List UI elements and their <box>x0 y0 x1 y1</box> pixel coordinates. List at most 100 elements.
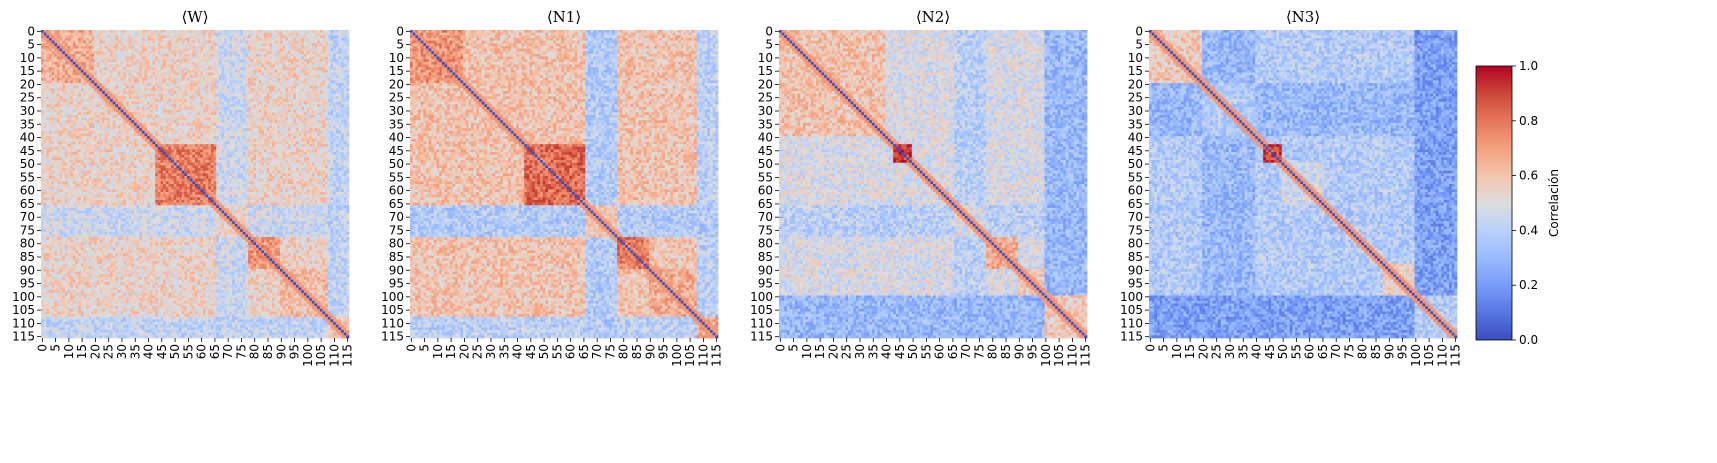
heatmap-cell <box>309 75 312 78</box>
heatmap-cell <box>158 62 161 65</box>
heatmap-cell <box>275 33 278 36</box>
heatmap-cell <box>195 38 198 41</box>
heatmap-cell <box>176 75 179 78</box>
heatmap-cell <box>333 62 336 65</box>
heatmap-cell <box>163 65 166 68</box>
heatmap-cell <box>346 78 349 81</box>
heatmap-cell <box>150 78 153 81</box>
heatmap-cell <box>62 70 65 73</box>
heatmap-cell <box>94 59 97 62</box>
heatmap-cell <box>110 51 113 54</box>
heatmap-cell <box>110 67 113 70</box>
heatmap-cell <box>60 59 63 62</box>
heatmap-cell <box>105 72 108 75</box>
heatmap-cell <box>44 54 47 57</box>
heatmap-cell <box>115 65 118 68</box>
heatmap-cell <box>198 59 201 62</box>
heatmap-cell <box>139 54 142 57</box>
heatmap-cell <box>57 38 60 41</box>
heatmap-cell <box>163 51 166 54</box>
heatmap-cell <box>187 30 190 33</box>
heatmap-cell <box>291 43 294 46</box>
heatmap-cell <box>264 43 267 46</box>
heatmap-cell <box>293 30 296 33</box>
heatmap-cell <box>190 75 193 78</box>
heatmap-cell <box>237 72 240 75</box>
heatmap-cell <box>184 67 187 70</box>
heatmap-cell <box>107 57 110 60</box>
heatmap-cell <box>259 30 262 33</box>
heatmap-cell <box>338 38 341 41</box>
heatmap-cell <box>44 65 47 68</box>
heatmap-cell <box>115 62 118 65</box>
heatmap-cell <box>158 70 161 73</box>
heatmap-cell <box>70 46 73 49</box>
heatmap-cell <box>83 35 86 38</box>
heatmap-cell <box>346 35 349 38</box>
heatmap-cell <box>259 46 262 49</box>
heatmap-cell <box>76 33 79 36</box>
heatmap-cell <box>76 51 79 54</box>
heatmap-cell <box>285 65 288 68</box>
heatmap-cell <box>307 67 310 70</box>
heatmap-cell <box>147 59 150 62</box>
heatmap-cell <box>192 72 195 75</box>
heatmap-cell <box>240 46 243 49</box>
heatmap-cell <box>283 72 286 75</box>
heatmap-cell <box>81 35 84 38</box>
heatmap-cell <box>62 65 65 68</box>
heatmap-cell <box>147 43 150 46</box>
heatmap-cell <box>304 70 307 73</box>
heatmap-cell <box>137 49 140 52</box>
heatmap-cell <box>176 43 179 46</box>
heatmap-cell <box>83 62 86 65</box>
heatmap-cell <box>227 59 230 62</box>
heatmap-cell <box>129 59 132 62</box>
heatmap-cell <box>346 30 349 33</box>
heatmap-cell <box>44 33 47 36</box>
heatmap-cell <box>182 72 185 75</box>
heatmap-cell <box>73 41 76 44</box>
heatmap-cell <box>227 75 230 78</box>
heatmap-cell <box>243 78 246 81</box>
heatmap-cell <box>54 57 57 60</box>
heatmap-cell <box>60 70 63 73</box>
heatmap-cell <box>328 43 331 46</box>
heatmap-cell <box>301 30 304 33</box>
heatmap-cell <box>129 70 132 73</box>
heatmap-cell <box>118 33 121 36</box>
heatmap-cell <box>261 59 264 62</box>
heatmap-cell <box>272 49 275 52</box>
heatmap-cell <box>328 54 331 57</box>
heatmap-cell <box>158 43 161 46</box>
heatmap-cell <box>44 67 47 70</box>
heatmap-cell <box>280 43 283 46</box>
heatmap-cell <box>320 78 323 81</box>
heatmap-cell <box>129 30 132 33</box>
heatmap-cell <box>171 38 174 41</box>
heatmap-cell <box>153 75 156 78</box>
heatmap-cell <box>123 33 126 36</box>
heatmap-cell <box>121 49 124 52</box>
heatmap-cell <box>163 43 166 46</box>
heatmap-cell <box>253 62 256 65</box>
heatmap-cell <box>163 70 166 73</box>
heatmap-cell <box>235 57 238 60</box>
heatmap-cell <box>344 59 347 62</box>
heatmap-cell <box>317 59 320 62</box>
heatmap-cell <box>296 46 299 49</box>
heatmap-cell <box>83 51 86 54</box>
heatmap-cell <box>126 59 129 62</box>
heatmap-cell <box>264 70 267 73</box>
heatmap-cell <box>330 57 333 60</box>
heatmap-cell <box>322 38 325 41</box>
heatmap-cell <box>179 72 182 75</box>
heatmap-cell <box>275 51 278 54</box>
heatmap-cell <box>211 65 214 68</box>
heatmap-cell <box>272 30 275 33</box>
heatmap-cell <box>301 57 304 60</box>
heatmap-cell <box>280 30 283 33</box>
heatmap-cell <box>275 57 278 60</box>
heatmap-cell <box>291 67 294 70</box>
heatmap-cell <box>190 49 193 52</box>
